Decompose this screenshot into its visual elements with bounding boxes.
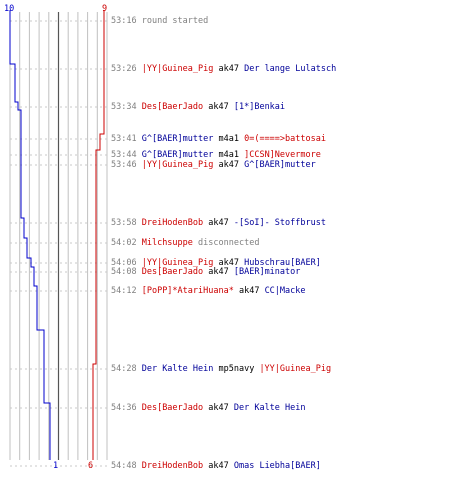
event-row: 53:16 round started — [111, 16, 208, 26]
event-text: disconnected — [192, 238, 260, 248]
player-name: Des[BaerJado — [141, 403, 204, 413]
event-time: 53:44 — [111, 150, 142, 160]
event-row: 53:58 DreiHodenBob ak47 -[SoI]- Stoffbru… — [111, 218, 326, 228]
player-name: ]CCSN]Nevermore — [244, 150, 321, 160]
event-time: 53:41 — [111, 134, 142, 144]
event-time: 53:16 — [111, 16, 142, 26]
event-time: 53:46 — [111, 160, 142, 170]
weapon-name: ak47 — [213, 258, 245, 268]
blue-team-line — [9, 10, 51, 460]
player-name: Hubschrau[BAER] — [244, 258, 321, 268]
player-name: Der Kalte Hein — [141, 364, 214, 374]
event-row: 54:36 Des[BaerJado ak47 Der Kalte Hein — [111, 403, 306, 413]
weapon-name: ak47 — [203, 461, 234, 471]
player-name: 0=(====>battosai — [244, 134, 326, 144]
event-time: 54:08 — [111, 267, 142, 277]
weapon-name: m4a1 — [213, 150, 245, 160]
player-name: Omas Liebha[BAER] — [233, 461, 321, 471]
event-time: 54:06 — [111, 258, 142, 268]
event-row: 54:08 Des[BaerJado ak47 [BAER]minator — [111, 267, 300, 277]
player-name: DreiHodenBob — [141, 218, 204, 228]
player-name: DreiHodenBob — [141, 461, 204, 471]
player-name: [PoPP]*AtariHuana* — [141, 286, 234, 296]
event-time: 54:48 — [111, 461, 142, 471]
player-name: |YY|Guinea_Pig — [141, 64, 214, 74]
event-time: 54:28 — [111, 364, 142, 374]
weapon-name: m4a1 — [213, 134, 245, 144]
player-name: G^[BAER]mutter — [141, 150, 214, 160]
player-name: -[SoI]- Stoffbrust — [233, 218, 326, 228]
player-name: Des[BaerJado — [141, 102, 204, 112]
event-row: 54:28 Der Kalte Hein mp5navy |YY|Guinea_… — [111, 364, 331, 374]
player-name: G^[BAER]mutter — [244, 160, 316, 170]
player-name: |YY|Guinea_Pig — [259, 364, 332, 374]
weapon-name: ak47 — [233, 286, 265, 296]
event-time: 53:58 — [111, 218, 142, 228]
event-text: round started — [141, 16, 209, 26]
event-row: 54:06 |YY|Guinea_Pig ak47 Hubschrau[BAER… — [111, 258, 321, 268]
red-start-count: 9 — [102, 4, 107, 14]
weapon-name: ak47 — [203, 218, 234, 228]
red-team-line — [92, 10, 105, 460]
event-row: 54:02 Milchsuppe disconnected — [111, 238, 259, 248]
event-row: 53:46 |YY|Guinea_Pig ak47 G^[BAER]mutter — [111, 160, 316, 170]
player-name: Des[BaerJado — [141, 267, 204, 277]
weapon-name: ak47 — [203, 403, 234, 413]
weapon-name: ak47 — [213, 160, 245, 170]
player-name: Milchsuppe — [141, 238, 193, 248]
event-row: 54:48 DreiHodenBob ak47 Omas Liebha[BAER… — [111, 461, 321, 471]
red-end-count: 6 — [88, 461, 93, 471]
event-time: 54:12 — [111, 286, 142, 296]
weapon-name: ak47 — [213, 64, 245, 74]
player-name: [BAER]minator — [233, 267, 301, 277]
player-name: |YY|Guinea_Pig — [141, 160, 214, 170]
player-name: Der Kalte Hein — [233, 403, 306, 413]
event-row: 54:12 [PoPP]*AtariHuana* ak47 CC|Macke — [111, 286, 306, 296]
blue-end-count: 1 — [53, 461, 58, 471]
event-time: 54:36 — [111, 403, 142, 413]
weapon-name: ak47 — [203, 102, 234, 112]
event-time: 53:26 — [111, 64, 142, 74]
player-name: G^[BAER]mutter — [141, 134, 214, 144]
event-row: 53:34 Des[BaerJado ak47 [1*]Benkai — [111, 102, 285, 112]
event-row: 53:26 |YY|Guinea_Pig ak47 Der lange Lula… — [111, 64, 336, 74]
player-name: [1*]Benkai — [233, 102, 286, 112]
blue-start-count: 10 — [4, 4, 14, 14]
player-name: Der lange Lulatsch — [244, 64, 337, 74]
player-name: CC|Macke — [264, 286, 306, 296]
weapon-name: mp5navy — [213, 364, 260, 374]
player-name: |YY|Guinea_Pig — [141, 258, 214, 268]
weapon-name: ak47 — [203, 267, 234, 277]
event-row: 53:44 G^[BAER]mutter m4a1 ]CCSN]Nevermor… — [111, 150, 321, 160]
event-time: 53:34 — [111, 102, 142, 112]
event-row: 53:41 G^[BAER]mutter m4a1 0=(====>battos… — [111, 134, 326, 144]
event-time: 54:02 — [111, 238, 142, 248]
